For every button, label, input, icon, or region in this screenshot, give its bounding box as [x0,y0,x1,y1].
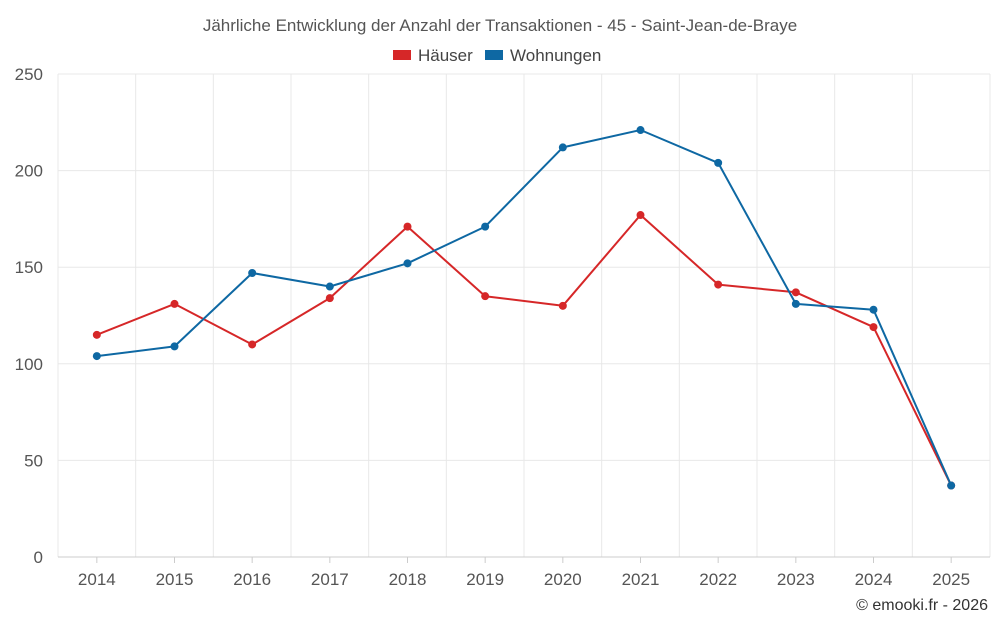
data-point-wohnungen-2014[interactable] [92,352,101,361]
data-point-wohnungen-2023[interactable] [791,299,800,308]
data-point-wohnungen-2018[interactable] [403,259,412,268]
data-point-wohnungen-2021[interactable] [636,126,645,135]
legend-swatch-haeuser [393,50,411,60]
legend: Häuser Wohnungen [393,46,601,65]
series-haeuser [92,211,956,490]
x-axis: 2014 2015 2016 2017 2018 2019 2020 2021 2022 2023… [58,556,990,589]
x-tick-label-2020: 2020 [544,570,582,589]
data-point-haeuser-2019[interactable] [481,292,490,301]
legend-swatch-wohnungen [485,50,503,60]
legend-item-haeuser[interactable]: Häuser [393,46,473,65]
data-point-haeuser-2015[interactable] [170,299,179,308]
x-tick-label-2025: 2025 [932,570,970,589]
data-point-haeuser-2018[interactable] [403,222,412,231]
x-tick-label-2016: 2016 [233,570,271,589]
data-point-haeuser-2022[interactable] [714,280,723,289]
x-tick-label-2015: 2015 [156,570,194,589]
data-point-wohnungen-2024[interactable] [869,305,878,314]
data-point-haeuser-2020[interactable] [558,301,567,310]
x-tick-label-2017: 2017 [311,570,349,589]
y-tick-label-150: 150 [15,258,43,277]
data-point-wohnungen-2015[interactable] [170,342,179,351]
data-series [92,126,956,490]
y-tick-label-250: 250 [15,65,43,84]
x-tick-label-2014: 2014 [78,570,116,589]
y-axis: 0 50 100 150 200 250 [15,65,43,567]
data-point-wohnungen-2016[interactable] [248,268,257,277]
x-tick-label-2019: 2019 [466,570,504,589]
data-point-wohnungen-2022[interactable] [714,158,723,167]
y-tick-label-100: 100 [15,355,43,374]
x-tick-label-2021: 2021 [622,570,660,589]
series-line-haeuser [95,214,953,487]
x-tick-label-2023: 2023 [777,570,815,589]
data-point-wohnungen-2020[interactable] [558,143,567,152]
data-point-haeuser-2016[interactable] [248,340,257,349]
data-point-haeuser-2014[interactable] [92,330,101,339]
y-tick-label-200: 200 [15,162,43,181]
data-point-wohnungen-2017[interactable] [325,282,334,291]
x-tick-label-2024: 2024 [855,570,893,589]
data-point-haeuser-2024[interactable] [869,323,878,332]
legend-label-wohnungen: Wohnungen [510,46,601,65]
legend-label-haeuser: Häuser [418,46,473,65]
data-point-haeuser-2017[interactable] [325,294,334,303]
y-tick-label-50: 50 [24,451,43,470]
x-tick-label-2018: 2018 [389,570,427,589]
x-tick-label-2022: 2022 [699,570,737,589]
series-line-wohnungen [95,129,953,487]
series-wohnungen [92,126,956,490]
gridlines [57,73,991,558]
data-point-wohnungen-2025[interactable] [947,481,956,490]
legend-item-wohnungen[interactable]: Wohnungen [485,46,601,65]
data-point-haeuser-2021[interactable] [636,211,645,220]
credit-text: © emooki.fr - 2026 [856,597,988,614]
y-tick-label-0: 0 [34,548,43,567]
data-point-wohnungen-2019[interactable] [481,222,490,231]
data-point-haeuser-2023[interactable] [791,288,800,297]
chart-title: Jährliche Entwicklung der Anzahl der Tra… [203,16,797,35]
